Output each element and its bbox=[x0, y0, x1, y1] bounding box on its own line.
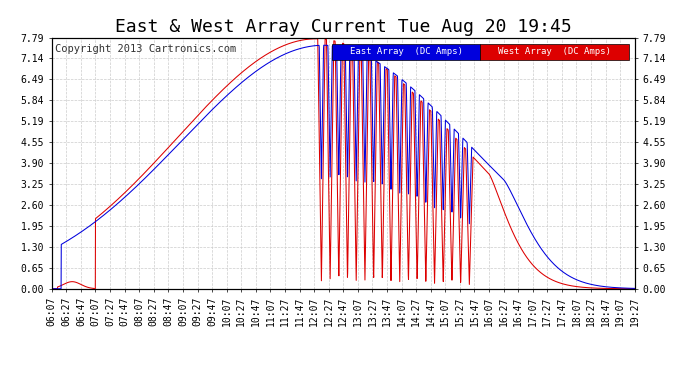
Text: East Array  (DC Amps): East Array (DC Amps) bbox=[350, 48, 462, 57]
Title: East & West Array Current Tue Aug 20 19:45: East & West Array Current Tue Aug 20 19:… bbox=[115, 18, 571, 36]
Text: Copyright 2013 Cartronics.com: Copyright 2013 Cartronics.com bbox=[55, 44, 236, 54]
Bar bbox=[332, 44, 480, 60]
Text: West Array  (DC Amps): West Array (DC Amps) bbox=[498, 48, 611, 57]
Bar bbox=[480, 44, 629, 60]
